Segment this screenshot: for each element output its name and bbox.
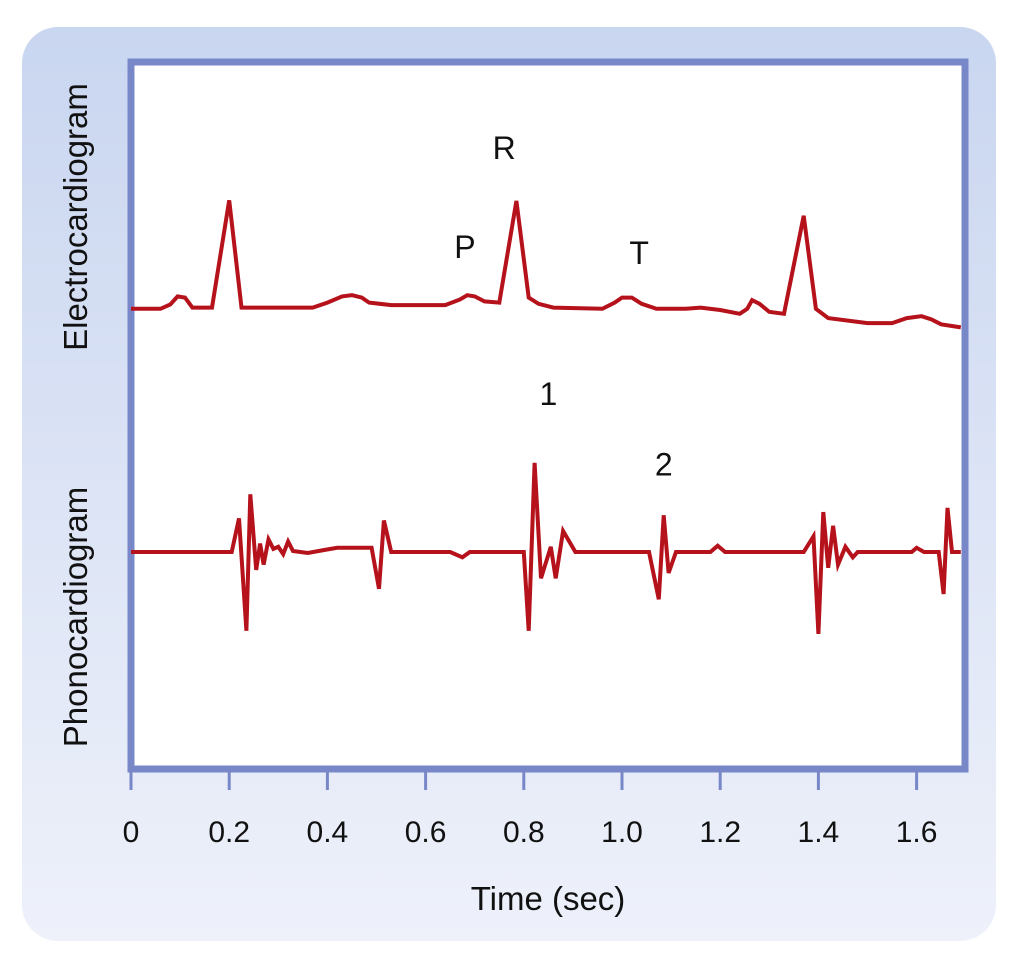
annotation-t: T	[629, 235, 649, 271]
annotation-2: 2	[655, 446, 673, 482]
x-tick-label: 0.6	[405, 816, 447, 849]
x-axis-title: Time (sec)	[471, 880, 626, 917]
x-tick-label: 1.6	[896, 816, 938, 849]
x-tick-label: 1.2	[699, 816, 741, 849]
annotation-p: P	[454, 229, 475, 265]
annotations: R P T 1 2	[454, 130, 672, 483]
x-tick-label: 1.4	[798, 816, 840, 849]
x-tick-label: 0.4	[307, 816, 349, 849]
x-tick-label: 1.0	[601, 816, 643, 849]
annotation-1: 1	[539, 376, 557, 412]
plot-area	[127, 58, 969, 773]
x-tick-label: 0.8	[503, 816, 545, 849]
x-tick-label: 0	[123, 816, 140, 849]
ecg-series-label: Electrocardiogram	[57, 83, 94, 351]
x-axis: 0 0.2 0.4 0.6 0.8 1.0 1.2 1.4 1.6	[123, 772, 938, 849]
x-tick-label: 0.2	[208, 816, 250, 849]
pcg-series-label: Phonocardiogram	[57, 487, 94, 748]
phonocardiogram-trace	[131, 462, 961, 635]
traces	[131, 199, 962, 635]
electrocardiogram-trace	[131, 199, 962, 330]
annotation-r: R	[493, 130, 516, 166]
